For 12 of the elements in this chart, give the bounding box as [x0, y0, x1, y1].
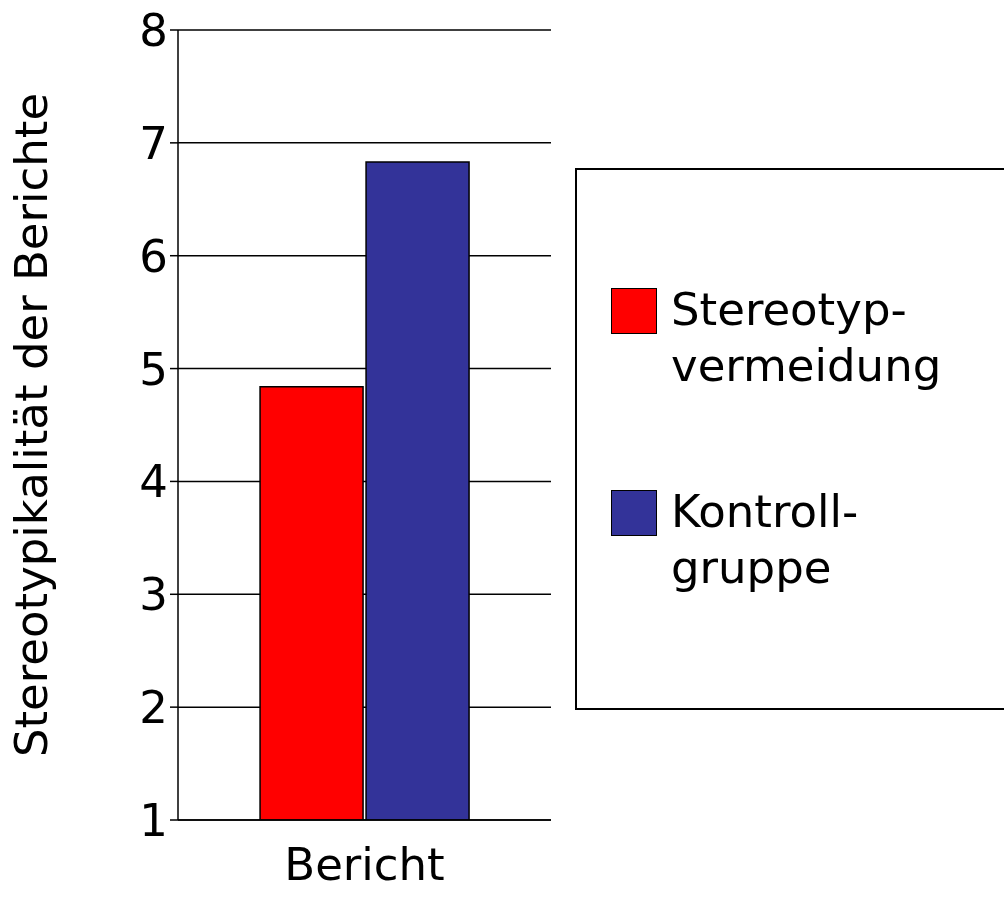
y-tick-label: 8: [139, 3, 168, 57]
y-tick-label: 2: [139, 681, 168, 735]
y-tick-label: 7: [139, 116, 168, 170]
y-axis-title: Stereotypikalität der Berichte: [4, 92, 58, 758]
y-tick-label: 6: [139, 229, 168, 283]
x-tick-label: Bericht: [284, 837, 445, 891]
legend-label: Kontroll-gruppe: [671, 484, 859, 596]
y-tick-label: 5: [139, 342, 168, 396]
y-tick-label: 4: [139, 455, 168, 509]
y-tick-label: 3: [139, 568, 168, 622]
y-tick-label: 1: [139, 793, 168, 847]
legend-label: Stereotyp-vermeidung: [671, 282, 942, 394]
